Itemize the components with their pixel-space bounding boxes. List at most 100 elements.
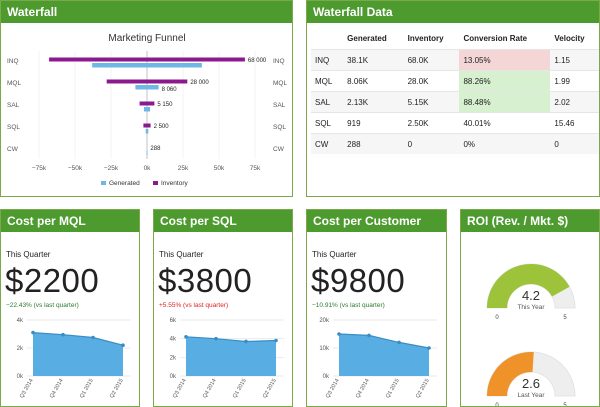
waterfall-table: Generated Inventory Conversion Rate Velocit… bbox=[311, 27, 599, 154]
data-point bbox=[274, 338, 278, 343]
x-tick-label: Q4 2014 bbox=[355, 378, 371, 399]
generated-bar bbox=[135, 85, 159, 90]
inventory-bar bbox=[143, 123, 151, 128]
sql-change: +5.55% (vs last quarter) bbox=[159, 302, 229, 309]
x-tick-label: Q1 2015 bbox=[385, 378, 401, 399]
cost-per-sql-panel: Cost per SQL This Quarter $3800 +5.55% (… bbox=[153, 209, 293, 407]
x-tick-label: Q2 2015 bbox=[262, 378, 278, 399]
y-tick-label: 6k bbox=[170, 318, 177, 324]
area-line bbox=[32, 332, 124, 346]
generated-bar bbox=[146, 151, 148, 156]
column-header: Velocity bbox=[554, 33, 585, 43]
category-label-left: CW bbox=[7, 146, 19, 153]
category-label-right: MQL bbox=[273, 80, 287, 87]
cost-per-mql-panel: Cost per MQL This Quarter $2200 −22.43% … bbox=[0, 209, 140, 407]
gauge-label: This Year bbox=[517, 304, 545, 311]
cell-gen: 8.06K bbox=[343, 70, 404, 92]
x-tick-label: Q3 2014 bbox=[19, 378, 35, 399]
inventory-bar bbox=[106, 79, 188, 84]
data-point bbox=[337, 332, 341, 336]
x-tick-label: Q4 2014 bbox=[49, 378, 65, 399]
gauge-value: 4.2 bbox=[522, 288, 540, 303]
table-row: CW 288 0 0% 0 bbox=[311, 133, 599, 154]
x-tick-label: Q2 2015 bbox=[415, 378, 431, 399]
gauge-fill bbox=[487, 264, 570, 308]
y-tick-label: 0k bbox=[17, 374, 24, 380]
category-label-right: SAL bbox=[273, 102, 286, 109]
cost-per-customer-panel: Cost per Customer This Quarter $9800 −10… bbox=[306, 209, 447, 407]
x-tick-label: Q1 2015 bbox=[232, 378, 248, 399]
x-tick-label: Q1 2015 bbox=[79, 378, 95, 399]
generated-bar bbox=[143, 107, 151, 112]
mql-header: Cost per MQL bbox=[1, 210, 139, 232]
mql-trend-chart: 0k 2k 4k Q3 2014 Q4 2014 Q1 2015 Q2 2015 bbox=[17, 318, 131, 399]
x-tick-label: −50k bbox=[68, 165, 83, 172]
category-label-left: MQL bbox=[7, 80, 21, 87]
cell-stage: MQL bbox=[311, 70, 344, 92]
customer-header: Cost per Customer bbox=[307, 210, 446, 232]
gauge-min-label: 0 bbox=[495, 315, 499, 321]
legend-generated-swatch bbox=[101, 181, 106, 185]
generated-bar bbox=[92, 63, 202, 68]
sql-trend-chart: 0k 2k 4k 6k Q3 2014 Q4 2014 Q1 2015 Q2 2015 bbox=[170, 318, 284, 399]
waterfall-header: Waterfall bbox=[1, 1, 292, 23]
sql-header: Cost per SQL bbox=[154, 210, 292, 232]
y-tick-label: 0k bbox=[170, 374, 177, 380]
x-tick-label: 75k bbox=[250, 165, 261, 172]
table-row: MQL 8.06K 28.0K 88.26% 1.99 bbox=[311, 70, 599, 92]
column-header bbox=[311, 27, 343, 50]
x-tick-label: Q4 2014 bbox=[202, 378, 218, 399]
area-fill bbox=[33, 332, 123, 376]
column-header: Conversion Rate bbox=[463, 33, 528, 43]
cell-inv: 68.0K bbox=[403, 49, 460, 71]
inventory-bar bbox=[49, 57, 245, 62]
roi-panel: ROI (Rev. / Mkt. $) 4.2 This Year 0 5 2.6 Las… bbox=[460, 209, 600, 407]
sql-value: $3800 bbox=[158, 262, 253, 299]
gauge-max-label: 5 bbox=[563, 403, 567, 406]
x-tick-label: 25k bbox=[178, 165, 189, 172]
data-point bbox=[397, 340, 401, 345]
customer-change: −10.91% (vs last quarter) bbox=[312, 302, 385, 309]
waterfall-data-header: Waterfall Data bbox=[307, 1, 599, 23]
table-header-row: Generated Inventory Conversion Rate Velocit… bbox=[311, 27, 599, 50]
cell-stage: SQL bbox=[311, 112, 344, 134]
cell-gen: 38.1K bbox=[343, 49, 404, 71]
cell-stage: CW bbox=[311, 133, 344, 154]
category-label-right: SQL bbox=[273, 124, 286, 131]
generated-bar bbox=[145, 129, 149, 134]
x-tick-label: Q3 2014 bbox=[325, 378, 341, 399]
cell-inv: 28.0K bbox=[403, 70, 460, 92]
y-tick-label: 4k bbox=[17, 318, 24, 324]
column-header: Generated bbox=[347, 33, 387, 43]
table-row: SAL 2.13K 5.15K 88.48% 2.02 bbox=[311, 91, 599, 113]
y-tick-label: 10k bbox=[319, 346, 330, 352]
sql-quarter-label: This Quarter bbox=[159, 250, 204, 259]
cell-gen: 2.13K bbox=[343, 91, 404, 113]
table-body: INQ 38.1K 68.0K 13.05% 1.15 MQL 8.06K 28.0K 88.2… bbox=[311, 49, 599, 154]
cell-inv: 2.50K bbox=[403, 112, 460, 134]
area-fill bbox=[339, 334, 429, 376]
table-row: SQL 919 2.50K 40.01% 15.46 bbox=[311, 112, 599, 134]
table-row: INQ 38.1K 68.0K 13.05% 1.15 bbox=[311, 49, 599, 71]
customer-quarter-label: This Quarter bbox=[312, 250, 357, 259]
cell-inv: 0 bbox=[403, 133, 460, 154]
y-tick-label: 4k bbox=[170, 337, 177, 343]
x-tick-label: 50k bbox=[214, 165, 225, 172]
roi-header: ROI (Rev. / Mkt. $) bbox=[461, 210, 599, 232]
cell-vel: 15.46 bbox=[550, 112, 599, 134]
chart-title: Marketing Funnel bbox=[108, 33, 185, 44]
inventory-label: 28 000 bbox=[190, 80, 209, 86]
waterfall-panel: Waterfall Marketing Funnel −75k −50k −25k 0k… bbox=[0, 0, 293, 197]
customer-trend-chart: 0k 10k 20k Q3 2014 Q4 2014 Q1 2015 Q2 2015 bbox=[319, 318, 437, 399]
data-point bbox=[184, 335, 188, 339]
inventory-bar bbox=[139, 101, 155, 106]
category-label-left: SQL bbox=[7, 124, 20, 131]
cell-vel: 2.02 bbox=[550, 91, 599, 113]
y-tick-label: 20k bbox=[319, 318, 330, 324]
category-label-right: INQ bbox=[273, 58, 285, 65]
y-tick-label: 2k bbox=[17, 346, 24, 352]
data-point bbox=[214, 336, 218, 341]
area-line bbox=[338, 333, 430, 349]
category-label-left: SAL bbox=[7, 102, 20, 109]
